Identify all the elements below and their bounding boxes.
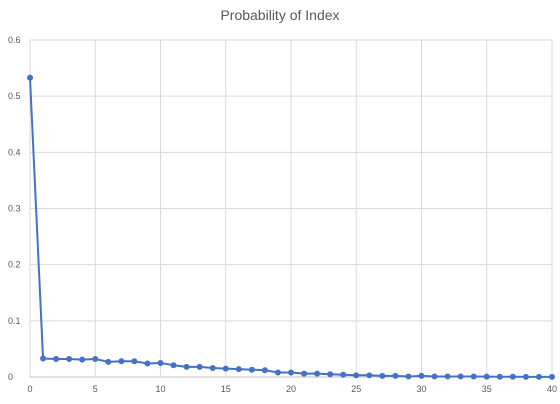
data-point [549, 374, 555, 380]
data-point [184, 364, 190, 370]
data-point [288, 370, 294, 376]
data-point [419, 373, 425, 379]
data-point [314, 371, 320, 377]
y-tick-label: 0.4 [8, 147, 21, 157]
data-point [523, 374, 529, 380]
data-point [510, 374, 516, 380]
x-tick-label: 10 [155, 384, 165, 394]
x-tick-label: 0 [27, 384, 32, 394]
data-point [249, 367, 255, 373]
x-tick-label: 20 [286, 384, 296, 394]
x-tick-label: 15 [221, 384, 231, 394]
data-point [53, 356, 59, 362]
data-point [497, 374, 503, 380]
data-point [105, 359, 111, 365]
x-tick-label: 5 [93, 384, 98, 394]
data-point [366, 372, 372, 378]
y-tick-label: 0.2 [8, 260, 21, 270]
data-point [66, 356, 72, 362]
data-point [262, 367, 268, 373]
data-point [536, 374, 542, 380]
data-point [301, 371, 307, 377]
data-point [158, 360, 164, 366]
y-tick-label: 0.6 [8, 35, 21, 45]
y-tick-label: 0.1 [8, 316, 21, 326]
data-point [340, 372, 346, 378]
data-point [484, 374, 490, 380]
data-point [471, 374, 477, 380]
x-tick-label: 25 [351, 384, 361, 394]
data-point [131, 358, 137, 364]
data-point [353, 372, 359, 378]
x-tick-label: 40 [547, 384, 557, 394]
y-tick-label: 0 [8, 372, 13, 382]
data-point [171, 362, 177, 368]
data-point [40, 355, 46, 361]
data-point [327, 371, 333, 377]
data-point [210, 365, 216, 371]
data-point [223, 366, 229, 372]
data-point [79, 357, 85, 363]
y-tick-label: 0.5 [8, 91, 21, 101]
data-point [236, 366, 242, 372]
data-point [197, 364, 203, 370]
data-point [379, 373, 385, 379]
x-tick-label: 35 [482, 384, 492, 394]
data-point [432, 373, 438, 379]
y-tick-label: 0.3 [8, 204, 21, 214]
data-point [392, 373, 398, 379]
x-tick-label: 30 [416, 384, 426, 394]
data-point [275, 370, 281, 376]
data-point [445, 373, 451, 379]
data-point [405, 373, 411, 379]
data-point [92, 356, 98, 362]
data-point [144, 361, 150, 367]
data-point [458, 373, 464, 379]
data-point [27, 75, 33, 81]
data-point [118, 358, 124, 364]
